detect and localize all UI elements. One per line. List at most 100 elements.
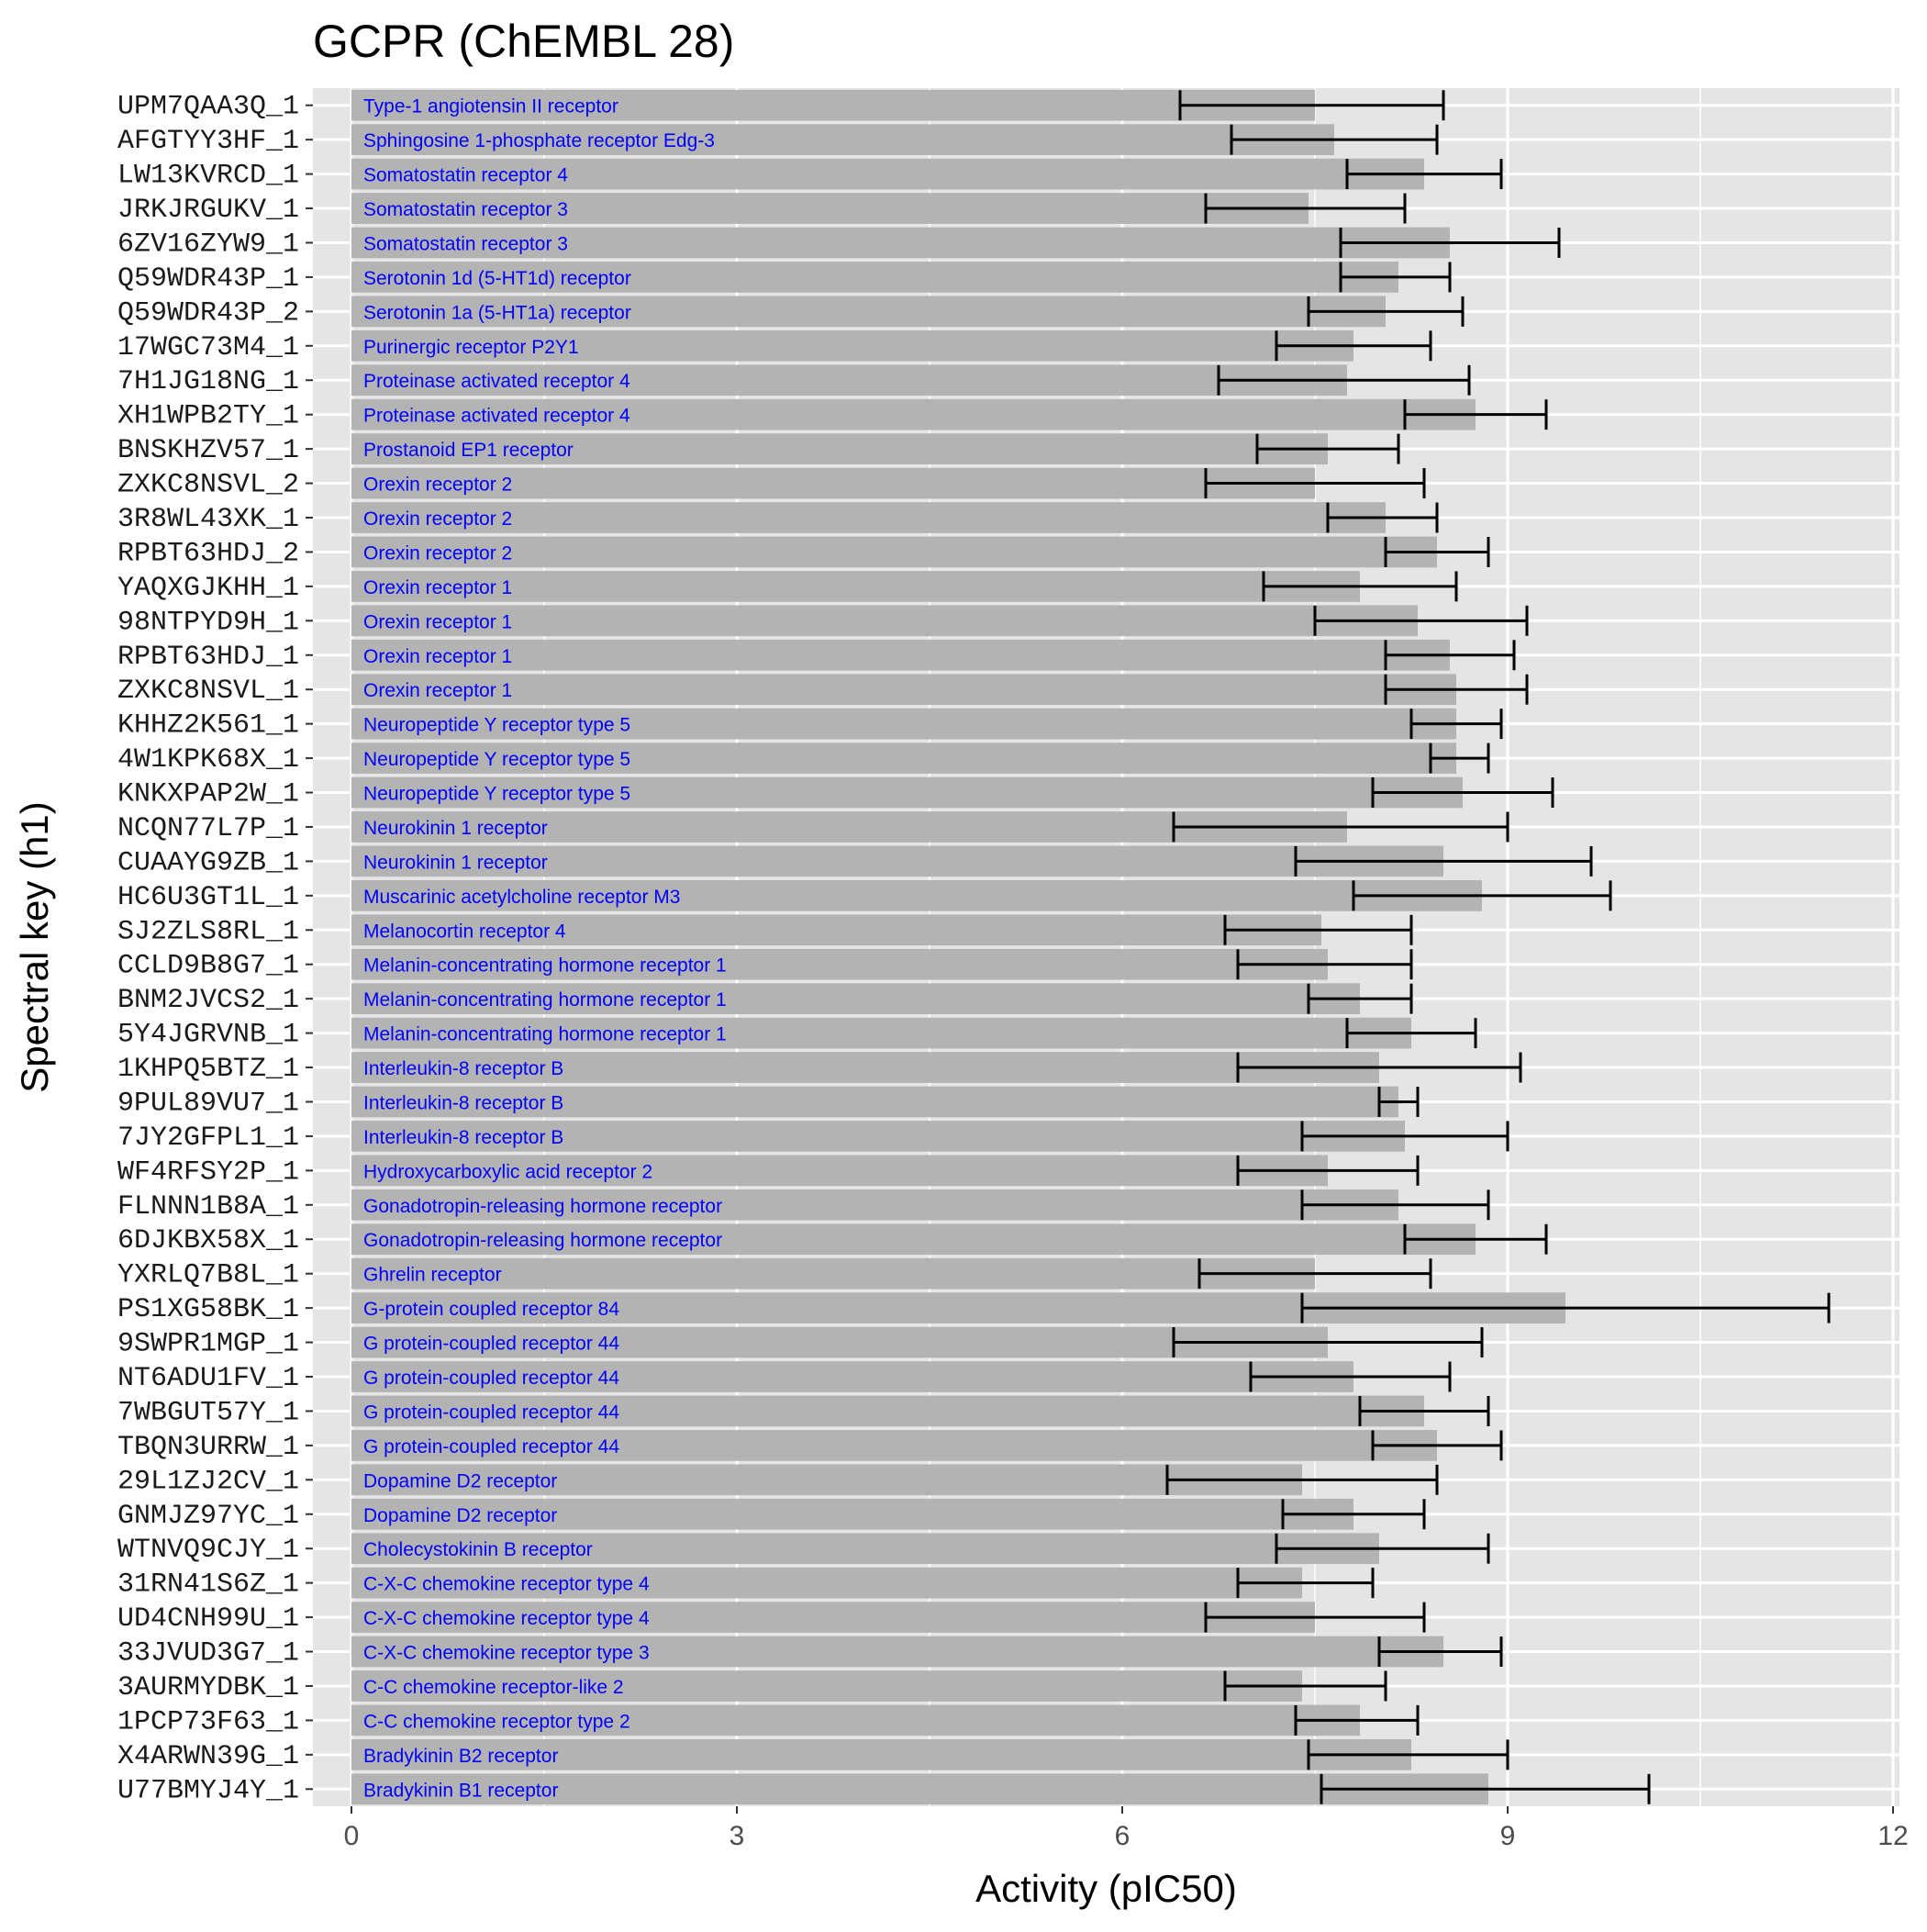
y-tick-label: 9PUL89VU7_1 xyxy=(117,1088,299,1119)
bar xyxy=(351,89,1315,121)
y-tick-label: KNKXPAP2W_1 xyxy=(117,779,299,810)
x-tick-label: 9 xyxy=(1500,1821,1516,1851)
x-tick-label: 6 xyxy=(1115,1821,1131,1851)
bar xyxy=(351,674,1456,706)
y-axis-title: Spectral key (h1) xyxy=(13,801,56,1092)
y-tick-label: UPM7QAA3Q_1 xyxy=(117,92,299,123)
bar-label: Neuropeptide Y receptor type 5 xyxy=(363,749,630,770)
y-tick-label: 17WGC73M4_1 xyxy=(117,332,299,363)
y-tick-label: X4ARWN39G_1 xyxy=(117,1741,299,1772)
y-tick-label: LW13KVRCD_1 xyxy=(117,161,299,192)
bar xyxy=(351,639,1450,671)
y-tick-label: TBQN3URRW_1 xyxy=(117,1432,299,1463)
bar xyxy=(351,845,1443,877)
bar-label: Proteinase activated receptor 4 xyxy=(363,371,630,392)
y-tick-label: 9SWPR1MGP_1 xyxy=(117,1329,299,1360)
bar-label: Orexin receptor 1 xyxy=(363,611,512,632)
bar-label: Orexin receptor 2 xyxy=(363,508,512,530)
bar xyxy=(351,743,1456,774)
bar xyxy=(351,536,1437,568)
bar-label: Orexin receptor 2 xyxy=(363,542,512,564)
bar xyxy=(351,227,1450,259)
bar-label: Interleukin-8 receptor B xyxy=(363,1058,563,1079)
bar xyxy=(351,1121,1405,1152)
bar-label: Somatostatin receptor 4 xyxy=(363,165,568,186)
bar-label: Neurokinin 1 receptor xyxy=(363,818,548,839)
y-tick-label: Q59WDR43P_1 xyxy=(117,263,299,295)
bar xyxy=(351,1738,1411,1770)
y-tick-label: UD4CNH99U_1 xyxy=(117,1603,299,1635)
bar-label: Proteinase activated receptor 4 xyxy=(363,406,630,427)
y-tick-label: 7H1JG18NG_1 xyxy=(117,366,299,397)
bar-label: G-protein coupled receptor 84 xyxy=(363,1299,619,1320)
bar xyxy=(351,1395,1424,1427)
y-tick-label: BNSKHZV57_1 xyxy=(117,435,299,466)
bar-label: Type-1 angiotensin II receptor xyxy=(363,96,618,117)
bar xyxy=(351,1464,1302,1496)
bar-label: G protein-coupled receptor 44 xyxy=(363,1436,619,1457)
bar xyxy=(351,708,1456,740)
y-tick-label: XH1WPB2TY_1 xyxy=(117,401,299,432)
bar-label: Melanocortin receptor 4 xyxy=(363,921,566,942)
bar xyxy=(351,467,1315,499)
bar-label: Interleukin-8 receptor B xyxy=(363,1092,563,1113)
bar-label: Cholecystokinin B receptor xyxy=(363,1539,593,1560)
bar-label: Orexin receptor 1 xyxy=(363,577,512,598)
bar xyxy=(351,879,1482,911)
y-tick-label: WTNVQ9CJY_1 xyxy=(117,1535,299,1566)
bar-label: Sphingosine 1-phosphate receptor Edg-3 xyxy=(363,130,715,151)
y-tick-label: 6ZV16ZYW9_1 xyxy=(117,229,299,260)
bar xyxy=(351,1602,1315,1633)
y-tick-label: 29L1ZJ2CV_1 xyxy=(117,1466,299,1497)
y-tick-label: CUAAYG9ZB_1 xyxy=(117,847,299,878)
bar-label: Neuropeptide Y receptor type 5 xyxy=(363,715,630,736)
y-tick-label: 6DJKBX58X_1 xyxy=(117,1225,299,1256)
y-tick-label: WF4RFSY2P_1 xyxy=(117,1156,299,1188)
bar xyxy=(351,124,1334,156)
y-tick-label: U77BMYJ4Y_1 xyxy=(117,1775,299,1806)
y-tick-label: ZXKC8NSVL_2 xyxy=(117,470,299,501)
y-tick-label: PS1XG58BK_1 xyxy=(117,1294,299,1325)
bar-label: Melanin-concentrating hormone receptor 1 xyxy=(363,955,727,977)
bar-label: Serotonin 1a (5-HT1a) receptor xyxy=(363,302,631,323)
y-tick-label: 3R8WL43XK_1 xyxy=(117,504,299,535)
y-tick-label: NT6ADU1FV_1 xyxy=(117,1363,299,1394)
bar-label: C-C chemokine receptor-like 2 xyxy=(363,1677,624,1698)
y-tick-label: 31RN41S6Z_1 xyxy=(117,1569,299,1601)
bar xyxy=(351,983,1360,1015)
bar xyxy=(351,948,1328,980)
bar-label: Orexin receptor 1 xyxy=(363,646,512,667)
error-bars xyxy=(1165,90,1831,1804)
bar xyxy=(351,914,1321,946)
y-tick-label: 5Y4JGRVNB_1 xyxy=(117,1020,299,1051)
bar-labels: Type-1 angiotensin II receptor Sphingosin… xyxy=(363,96,727,1802)
y-tick-label: AFGTYY3HF_1 xyxy=(117,126,299,157)
bar-label: Purinergic receptor P2Y1 xyxy=(363,337,579,358)
bar xyxy=(351,571,1360,602)
bar-label: Neurokinin 1 receptor xyxy=(363,852,548,873)
bar-label: Gonadotropin-releasing hormone receptor xyxy=(363,1196,722,1217)
x-axis: 0 3 6 9 12 xyxy=(344,1806,1909,1851)
bar-label: Hydroxycarboxylic acid receptor 2 xyxy=(363,1161,652,1182)
bar-label: Neuropeptide Y receptor type 5 xyxy=(363,784,630,805)
bar-label: Somatostatin receptor 3 xyxy=(363,199,568,220)
bar xyxy=(351,502,1386,533)
y-tick-label: JRKJRGUKV_1 xyxy=(117,195,299,226)
bar xyxy=(351,296,1386,328)
y-tick-label: 1PCP73F63_1 xyxy=(117,1706,299,1737)
bar xyxy=(351,1361,1353,1392)
y-tick-label: CCLD9B8G7_1 xyxy=(117,951,299,982)
bar xyxy=(351,1773,1488,1805)
y-tick-label: 7JY2GFPL1_1 xyxy=(117,1122,299,1154)
bar xyxy=(351,1704,1360,1737)
bar xyxy=(351,1498,1353,1530)
bar xyxy=(351,1636,1443,1668)
bar-label: C-X-C chemokine receptor type 4 xyxy=(363,1608,650,1629)
y-tick-label: 7WBGUT57Y_1 xyxy=(117,1397,299,1428)
y-tick-label: HC6U3GT1L_1 xyxy=(117,882,299,913)
bars xyxy=(351,89,1565,1805)
y-tick-label: Q59WDR43P_2 xyxy=(117,297,299,329)
y-tick-label: RPBT63HDJ_1 xyxy=(117,642,299,673)
